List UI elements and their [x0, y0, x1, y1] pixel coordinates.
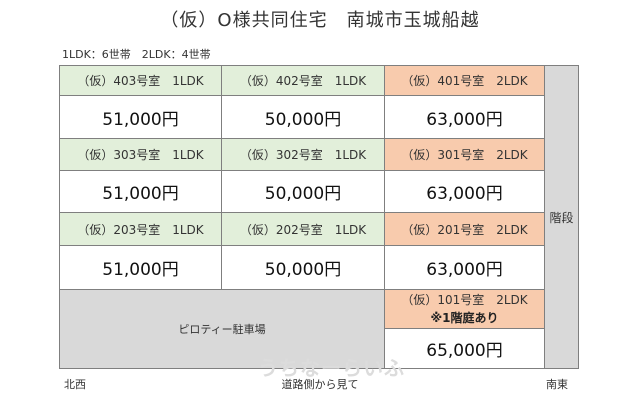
unit-302-label: （仮）302号室 1LDK	[221, 138, 385, 171]
unit-203-price: 51,000円	[59, 245, 222, 290]
unit-303-label: （仮）303号室 1LDK	[59, 138, 222, 171]
unit-count-summary: 1LDK：6世帯 2LDK：4世帯	[62, 48, 211, 61]
unit-101-note: ※1階庭あり	[430, 311, 499, 325]
unit-101-name: （仮）101号室 2LDK	[401, 293, 528, 307]
corner-northwest: 北西	[64, 378, 86, 391]
unit-203-label: （仮）203号室 1LDK	[59, 212, 222, 246]
unit-202-price: 50,000円	[221, 245, 385, 290]
unit-101-price: 65,000円	[384, 328, 545, 369]
unit-301-price: 63,000円	[384, 170, 545, 213]
stairs-column: 階段	[544, 65, 579, 369]
unit-101-label: （仮）101号室 2LDK ※1階庭あり	[384, 289, 545, 329]
unit-402-label: （仮）402号室 1LDK	[221, 65, 385, 96]
unit-202-label: （仮）202号室 1LDK	[221, 212, 385, 246]
page-title: （仮）O様共同住宅 南城市玉城船越	[160, 10, 480, 31]
unit-402-price: 50,000円	[221, 95, 385, 139]
unit-403-price: 51,000円	[59, 95, 222, 139]
corner-southeast: 南東	[546, 378, 568, 391]
watermark: うちなーらいふ	[258, 356, 405, 380]
unit-302-price: 50,000円	[221, 170, 385, 213]
unit-401-label: （仮）401号室 2LDK	[384, 65, 545, 96]
unit-403-label: （仮）403号室 1LDK	[59, 65, 222, 96]
unit-301-label: （仮）301号室 2LDK	[384, 138, 545, 171]
road-side-caption: 道路側から見て	[281, 378, 359, 391]
pilotis-parking: ピロティー駐車場	[59, 289, 385, 369]
unit-401-price: 63,000円	[384, 95, 545, 139]
unit-303-price: 51,000円	[59, 170, 222, 213]
unit-201-price: 63,000円	[384, 245, 545, 290]
unit-201-label: （仮）201号室 2LDK	[384, 212, 545, 246]
